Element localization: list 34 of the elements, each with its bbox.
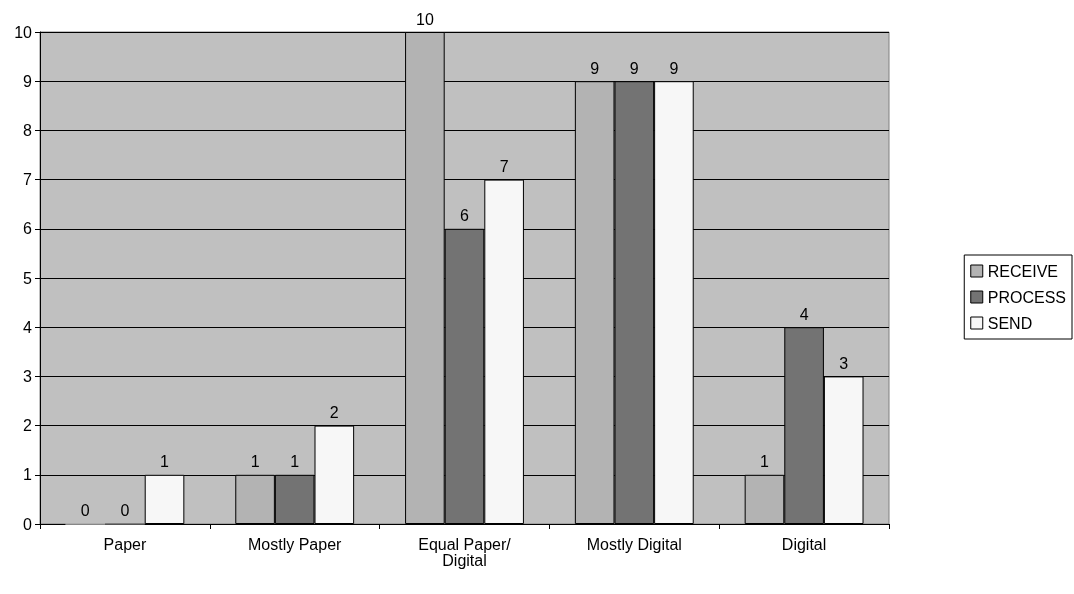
legend-label: SEND [987,314,1033,332]
data-label: 6 [460,207,470,225]
data-label: 2 [329,404,339,422]
x-tick-label: Mostly Paper [248,535,343,553]
data-label: 1 [290,453,300,471]
x-tick-label: Paper [103,535,147,553]
data-label: 1 [250,453,260,471]
data-label: 0 [120,502,130,519]
data-label: 1 [760,453,770,471]
legend-label: PROCESS [987,288,1067,306]
y-tick-label: 6 [23,220,33,238]
y-tick-label: 10 [14,23,33,41]
y-tick-label: 3 [23,367,33,385]
data-label: 0 [80,502,90,519]
y-tick-label: 5 [23,269,33,287]
data-label: 9 [629,59,639,77]
y-tick-label: 1 [23,466,33,484]
x-tick-label: Digital [781,535,827,553]
x-tick-label: Equal Paper/Digital [418,535,512,569]
y-tick-label: 4 [23,318,33,336]
x-tick-label: Mostly Digital [586,535,682,553]
data-label: 7 [499,158,509,176]
data-label: 1 [160,453,170,471]
data-label: 9 [669,59,679,77]
data-label: 10 [415,10,434,28]
y-tick-label: 8 [23,121,33,139]
data-label: 3 [839,354,849,372]
data-label: 9 [590,59,600,77]
y-tick-label: 0 [23,515,33,533]
data-label: 4 [799,305,809,323]
legend-label: RECEIVE [987,262,1059,280]
y-tick-label: 7 [23,171,33,189]
y-tick-label: 2 [23,417,33,435]
y-tick-label: 9 [23,72,33,90]
